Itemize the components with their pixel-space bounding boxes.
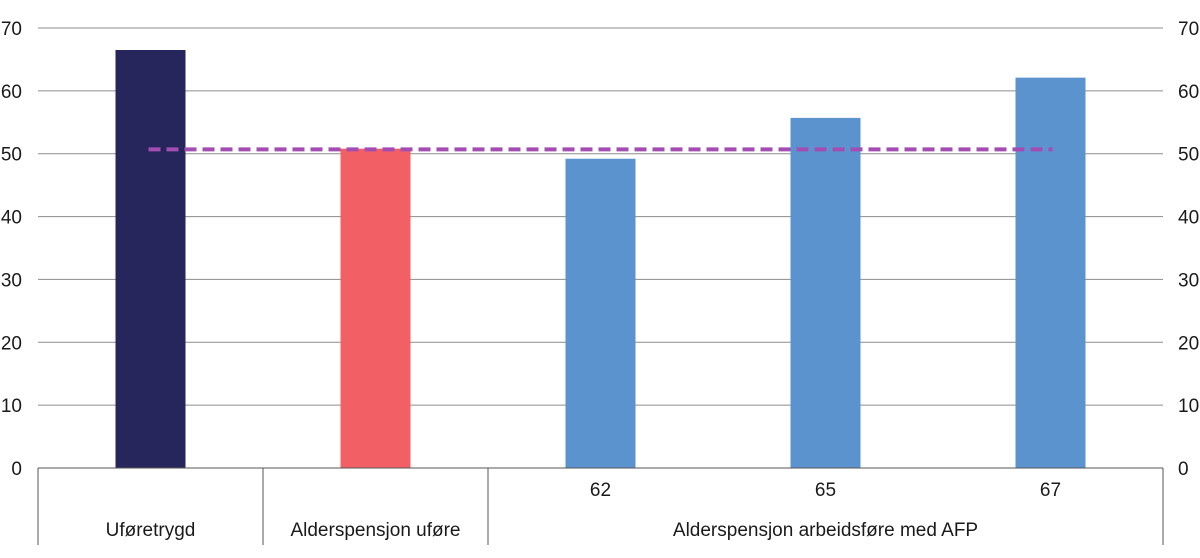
y-tick-label-right: 60 (1178, 82, 1199, 103)
y-tick-label-left: 10 (1, 396, 22, 417)
bar (565, 158, 636, 468)
y-tick-label-left: 30 (1, 270, 22, 291)
category-sub-label: 65 (815, 480, 836, 501)
category-sub-label: 67 (1040, 480, 1061, 501)
category-sub-label: 62 (590, 480, 611, 501)
y-tick-label-right: 40 (1178, 208, 1199, 229)
bar (115, 50, 186, 468)
y-tick-label-right: 10 (1178, 396, 1199, 417)
y-tick-label-right: 50 (1178, 145, 1199, 166)
y-tick-label-right: 30 (1178, 270, 1199, 291)
y-tick-label-left: 40 (1, 208, 22, 229)
y-tick-label-left: 50 (1, 145, 22, 166)
y-tick-label-left: 0 (11, 459, 22, 480)
right-axis-ticks: 0 10 20 30 40 50 60 70 (1178, 19, 1199, 480)
bar (1015, 77, 1086, 469)
category-group-label: Uføretrygd (106, 520, 196, 541)
left-axis-ticks: 0 10 20 30 40 50 60 70 (1, 19, 22, 480)
category-group-label: Alderspensjon uføre (290, 520, 460, 541)
category-axis: Uføretrygd Alderspensjon uføre Alderspensj… (37, 467, 1164, 545)
y-tick-label-left: 70 (1, 19, 22, 40)
bar (790, 117, 861, 468)
y-tick-label-right: 0 (1178, 459, 1189, 480)
y-tick-label-right: 20 (1178, 333, 1199, 354)
y-tick-label-left: 60 (1, 82, 22, 103)
y-tick-label-right: 70 (1178, 19, 1199, 40)
bars (115, 50, 1086, 469)
bar (340, 148, 411, 468)
category-group-label: Alderspensjon arbeidsføre med AFP (673, 520, 978, 541)
y-tick-label-left: 20 (1, 333, 22, 354)
